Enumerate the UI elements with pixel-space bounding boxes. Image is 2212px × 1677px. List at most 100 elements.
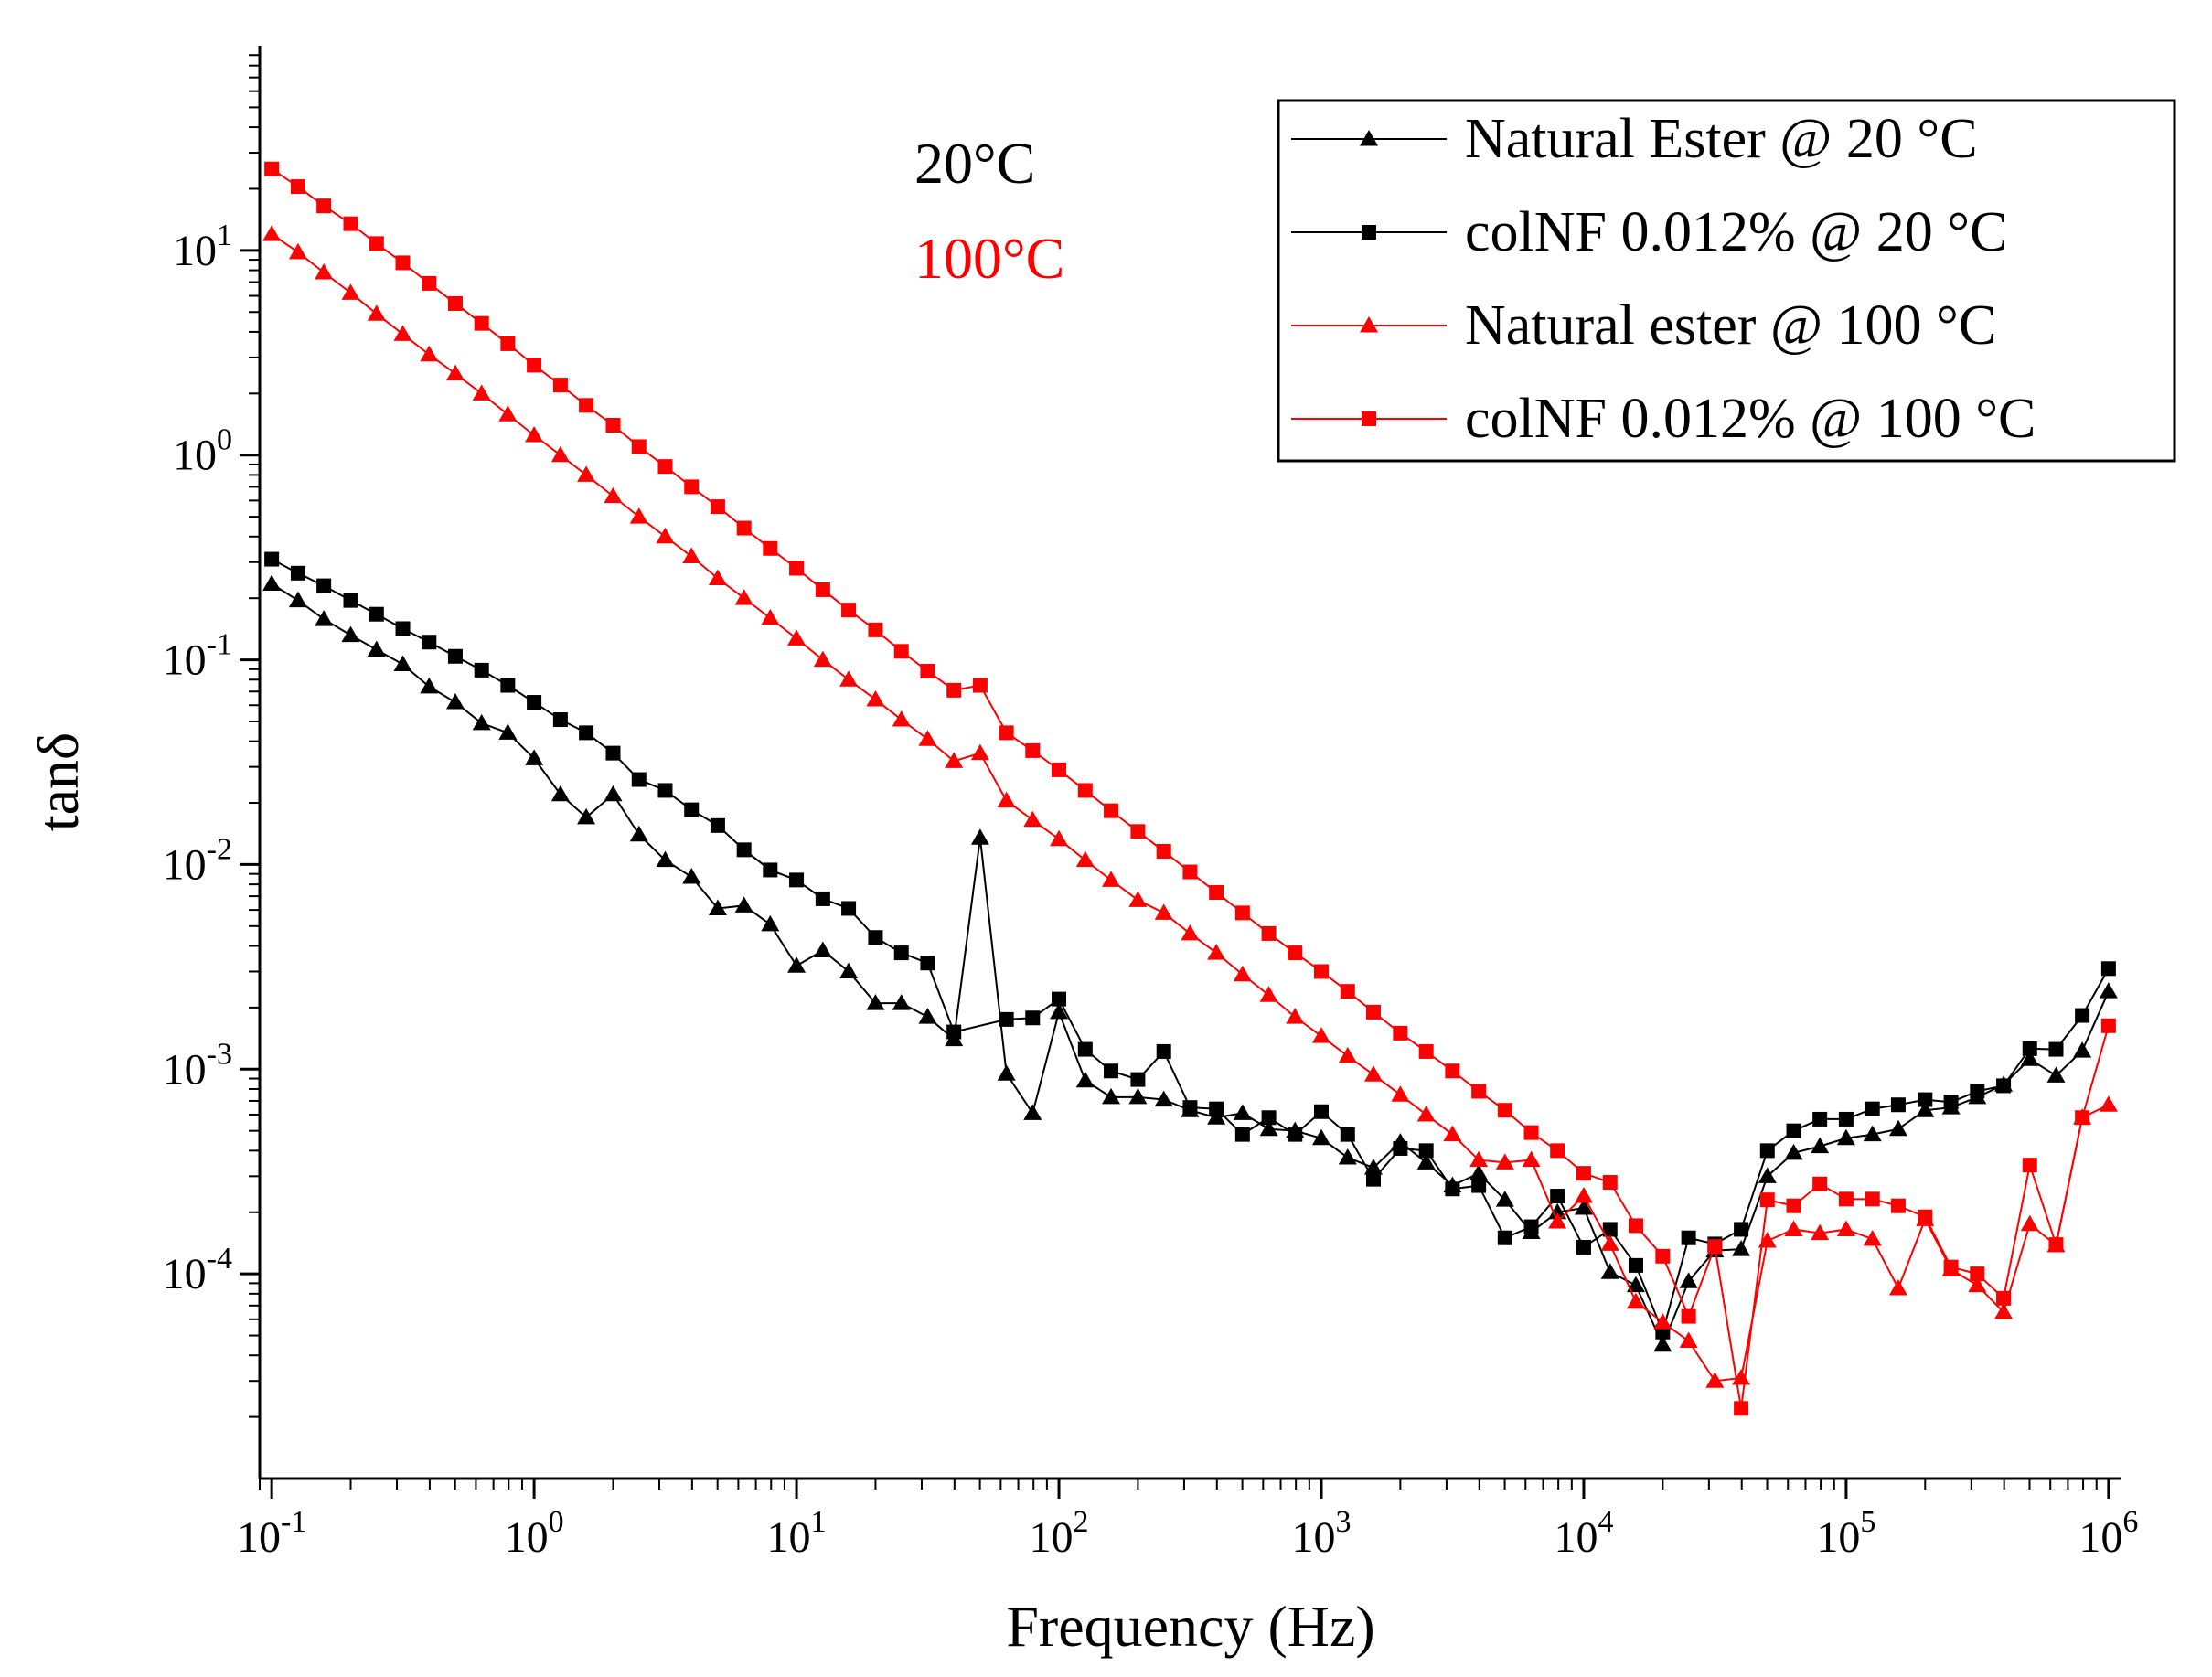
data-point (1628, 1218, 1643, 1234)
data-point (2075, 1110, 2090, 1126)
data-point (1130, 824, 1146, 839)
data-point (1863, 1230, 1882, 1246)
legend-label: colNF 0.012% @ 100 °C (1465, 388, 2036, 450)
data-point (761, 914, 780, 932)
data-point (946, 682, 962, 698)
data-point (1523, 1125, 1539, 1140)
data-point (1050, 829, 1069, 847)
data-point (1104, 803, 1119, 818)
data-point (1311, 1027, 1330, 1043)
data-point (1812, 1111, 1828, 1127)
data-point (761, 608, 780, 625)
data-point (1363, 1065, 1383, 1082)
data-point (1391, 1085, 1410, 1102)
data-point (1679, 1272, 1698, 1288)
legend: Natural Ester @ 20 °C colNF 0.012% @ 20 °… (1277, 99, 2176, 463)
data-point (1970, 1084, 1985, 1099)
data-point (1865, 1191, 1880, 1207)
data-point (813, 941, 832, 957)
data-point (1077, 1041, 1093, 1057)
data-point (1784, 1220, 1803, 1236)
data-point (2022, 1041, 2037, 1056)
legend-marker (1360, 316, 1378, 333)
data-point (341, 625, 360, 643)
data-point (1497, 1103, 1512, 1118)
data-point (1234, 1127, 1250, 1142)
data-point (1786, 1198, 1801, 1213)
data-point (1759, 1143, 1775, 1159)
data-point (734, 896, 753, 913)
data-point (1234, 905, 1250, 921)
x-tick-label: 10-1 (237, 1505, 306, 1562)
data-point (1916, 1101, 1935, 1117)
data-point (393, 655, 412, 672)
data-point (369, 606, 384, 622)
data-point (447, 295, 463, 311)
data-point (1602, 1222, 1618, 1237)
data-point (577, 465, 596, 482)
data-point (1259, 1119, 1278, 1137)
data-point (1233, 1104, 1252, 1120)
data-point (841, 901, 857, 916)
data-point (369, 236, 384, 251)
data-point (920, 956, 935, 971)
data-point (264, 551, 280, 567)
x-tick-label: 104 (1554, 1505, 1613, 1562)
data-point (1734, 1222, 1749, 1237)
data-point (1890, 1198, 1906, 1213)
x-tick-label: 100 (505, 1505, 564, 1562)
data-point (420, 677, 439, 694)
data-point (1784, 1143, 1803, 1160)
data-point (972, 678, 988, 693)
data-point (395, 255, 411, 271)
data-point (868, 622, 883, 637)
data-point (999, 725, 1014, 741)
y-tick-label: 10-2 (163, 832, 232, 889)
data-point (1653, 1313, 1672, 1330)
data-point (1023, 810, 1042, 828)
data-point (1182, 1100, 1198, 1116)
data-point (1550, 1143, 1565, 1159)
data-point (2075, 1008, 2090, 1023)
data-point (500, 336, 516, 351)
data-point (2048, 1237, 2064, 1253)
data-point (893, 644, 909, 659)
data-point (445, 364, 465, 381)
data-point (1600, 1234, 1619, 1251)
data-point (946, 1024, 962, 1040)
data-point (1445, 1063, 1460, 1079)
data-point (734, 589, 753, 605)
data-point (1707, 1239, 1723, 1255)
data-point (893, 945, 909, 961)
data-point (1655, 1248, 1671, 1264)
data-point (1732, 1240, 1751, 1256)
data-point (525, 426, 544, 443)
data-point (1104, 1063, 1119, 1079)
data-point (472, 713, 491, 731)
data-point (892, 994, 911, 1010)
data-point (1495, 1191, 1514, 1207)
data-point (1626, 1276, 1645, 1293)
data-point (684, 802, 700, 817)
data-point (839, 670, 859, 687)
data-point (1576, 1239, 1591, 1255)
data-point (1207, 1108, 1226, 1125)
data-point (1918, 1209, 1933, 1224)
data-point (1102, 1087, 1121, 1105)
annotation-20c: 20°C (914, 131, 1035, 196)
data-point (1626, 1292, 1645, 1309)
data-point (605, 418, 621, 433)
data-point (550, 785, 570, 802)
data-point (498, 723, 518, 740)
data-point (1469, 1150, 1489, 1168)
data-point (1025, 1010, 1041, 1026)
data-point (1128, 891, 1148, 907)
data-point (2073, 1041, 2092, 1058)
data-point (1758, 1167, 1777, 1183)
data-point (288, 242, 307, 260)
data-point (1574, 1199, 1593, 1215)
data-point (472, 384, 491, 401)
data-point (1996, 1290, 2012, 1306)
data-point (316, 198, 332, 214)
